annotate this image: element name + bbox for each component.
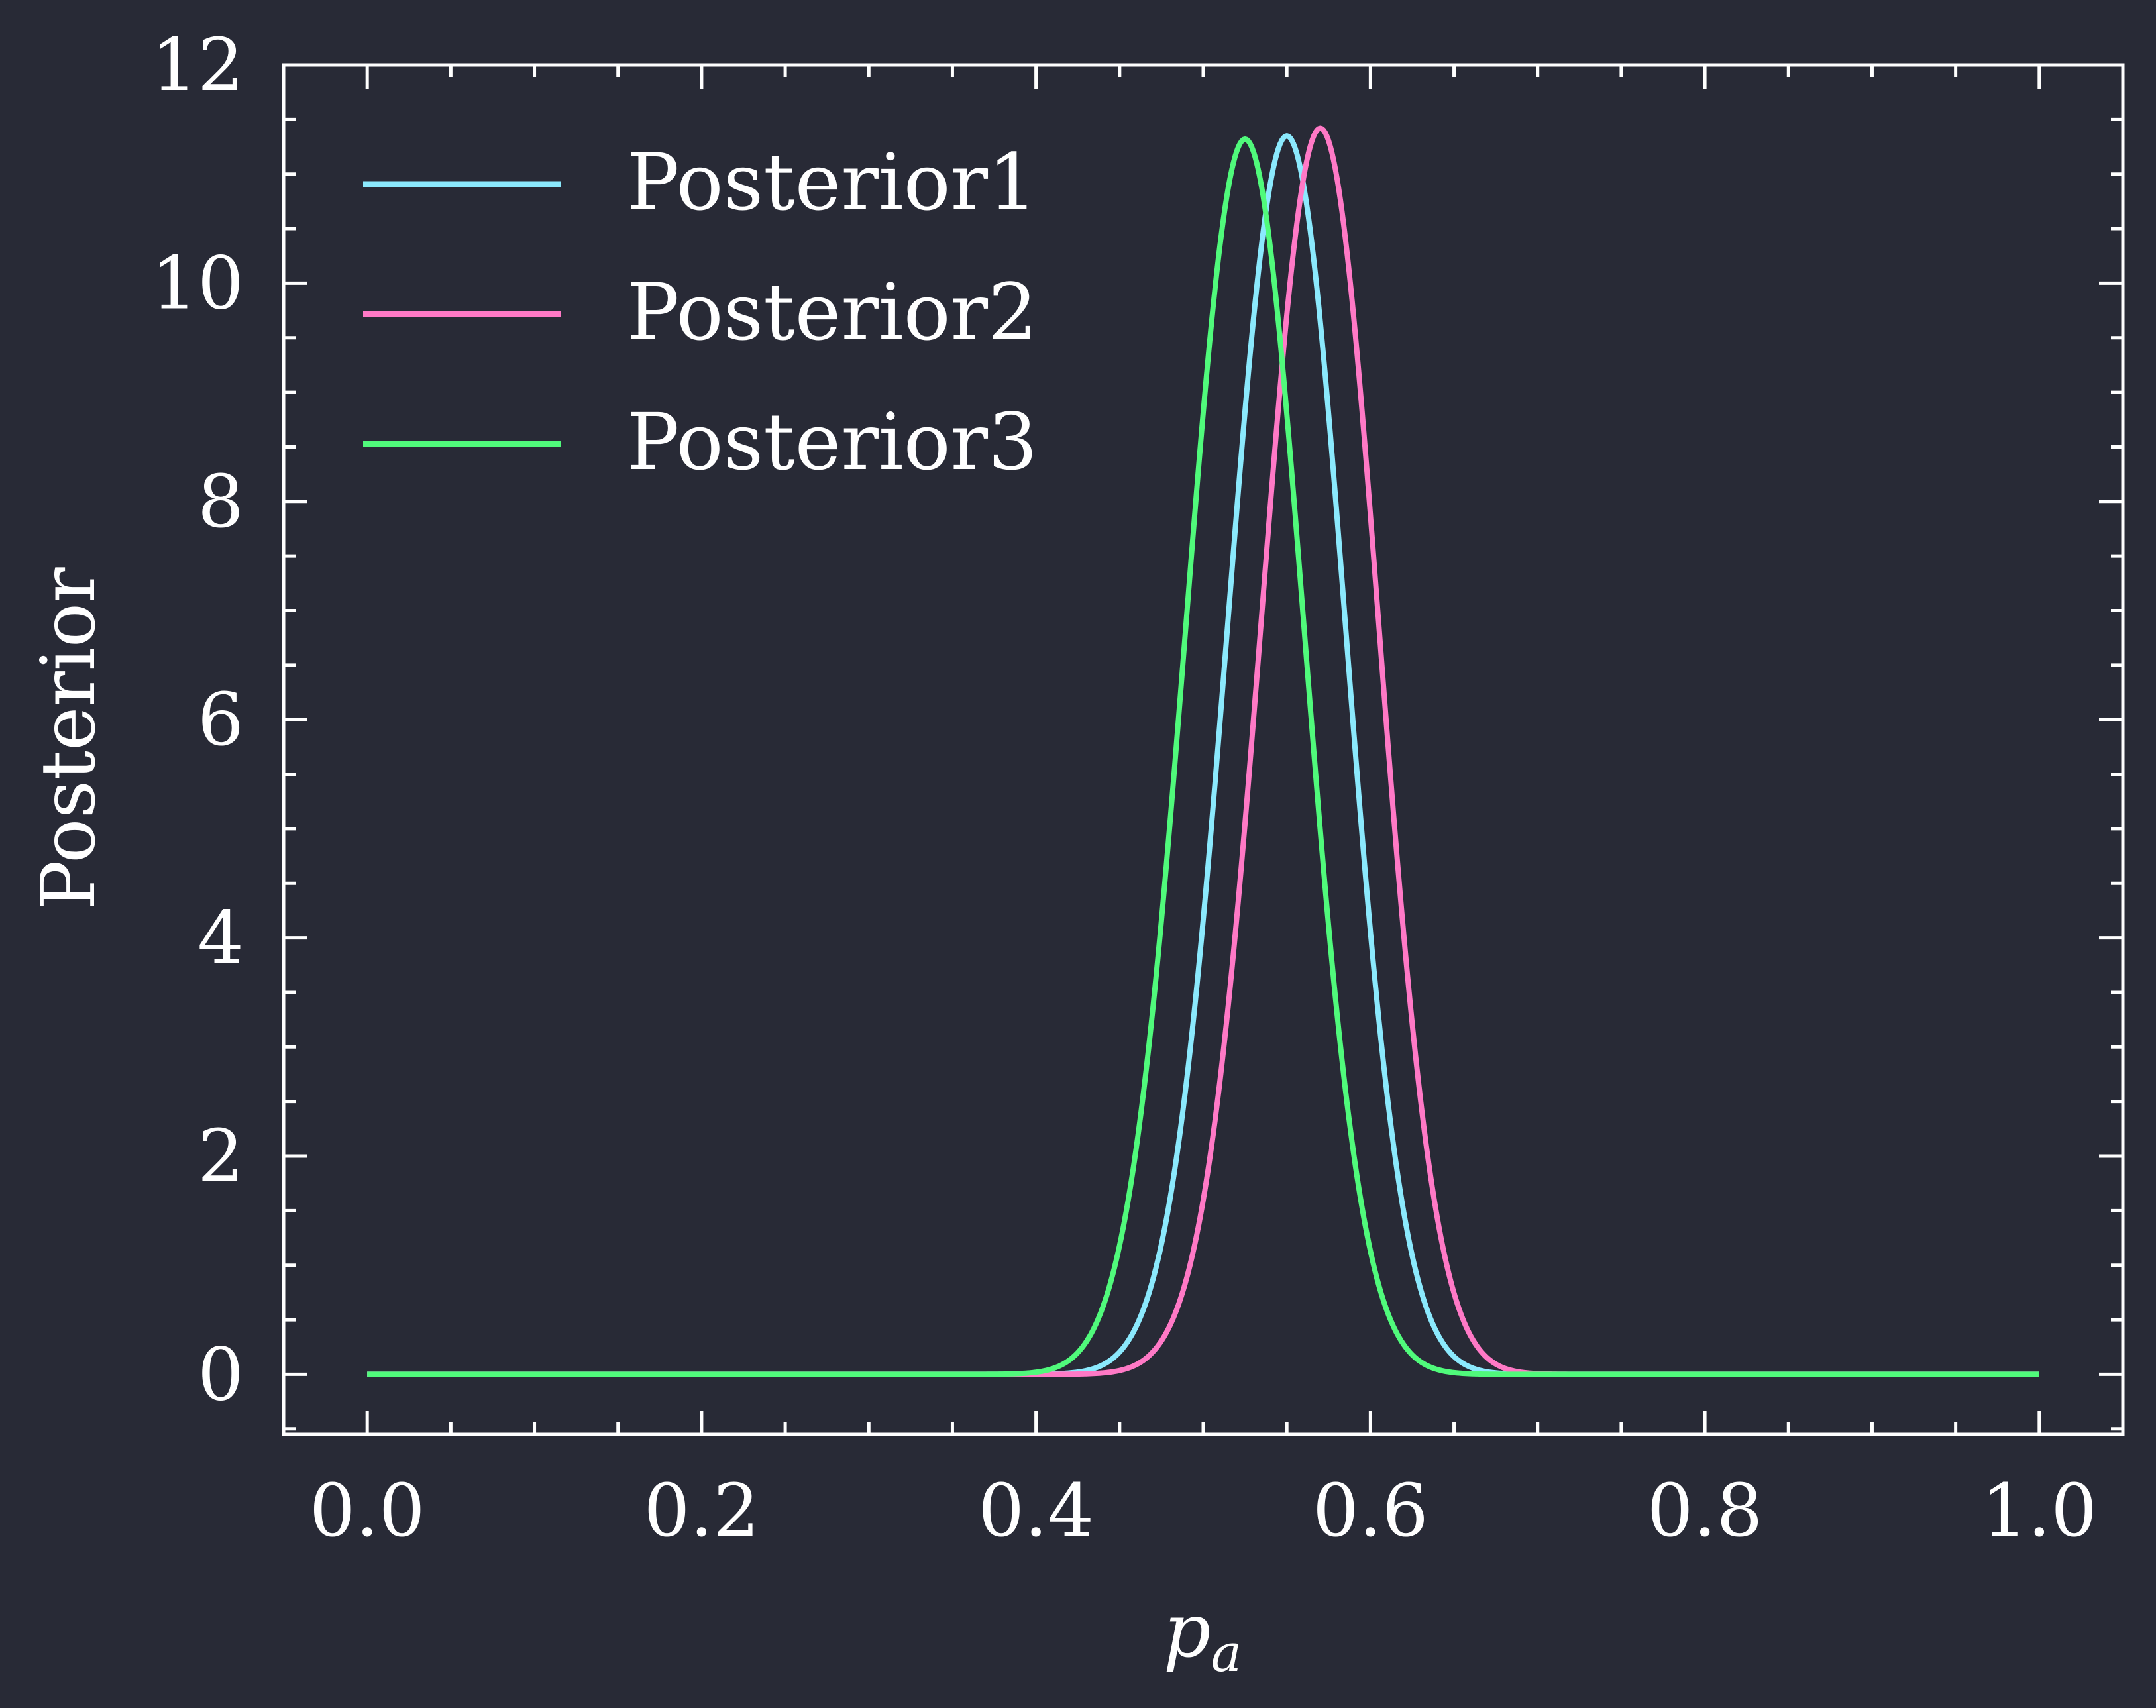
- legend-label-posterior1: Posterior1: [627, 136, 1038, 228]
- axes: 0.0 0.2 0.4 0.6 0.8 1.0 0 2 4 6 8 10 12: [151, 23, 2125, 1553]
- x-axis-label: pa: [1163, 1588, 1242, 1683]
- y-axis-label: Posterior: [26, 567, 112, 910]
- y-tick-label: 8: [197, 459, 244, 544]
- x-tick-label: 0.6: [1313, 1468, 1428, 1553]
- x-axis-label-subscript: a: [1211, 1624, 1242, 1683]
- y-tick-label: 0: [197, 1332, 244, 1416]
- x-tick-label: 0.0: [309, 1468, 425, 1553]
- legend-label-posterior3: Posterior3: [627, 396, 1038, 488]
- y-tick-label: 10: [151, 240, 244, 325]
- y-tick-label: 4: [197, 896, 244, 981]
- series-lines: [366, 125, 2041, 1377]
- x-tick-label: 0.8: [1647, 1468, 1763, 1553]
- x-axis-label-base: p: [1163, 1588, 1211, 1674]
- x-tick-label: 0.2: [643, 1468, 759, 1553]
- legend: Posterior1 Posterior2 Posterior3: [363, 136, 1038, 488]
- y-tick-label: 12: [151, 23, 244, 107]
- series-line-posterior3: [366, 136, 2041, 1377]
- y-tick-label: 6: [197, 677, 244, 762]
- x-tick-label: 1.0: [1981, 1468, 2097, 1553]
- x-tick-label: 0.4: [978, 1468, 1094, 1553]
- y-tick-label: 2: [197, 1114, 244, 1199]
- legend-label-posterior2: Posterior2: [627, 266, 1038, 358]
